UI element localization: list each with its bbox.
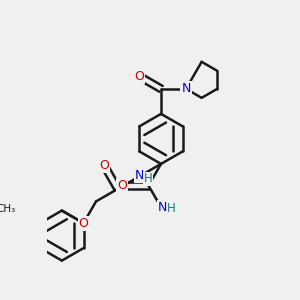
Text: CH₃: CH₃ [0, 204, 16, 214]
Text: O: O [134, 70, 144, 83]
Text: N: N [158, 201, 167, 214]
Text: O: O [79, 217, 88, 230]
Text: N: N [135, 169, 144, 182]
Text: N: N [181, 82, 191, 95]
Text: H: H [144, 172, 153, 185]
Text: O: O [99, 159, 109, 172]
Text: H: H [167, 202, 176, 215]
Text: N: N [181, 82, 191, 95]
Text: O: O [117, 179, 127, 192]
